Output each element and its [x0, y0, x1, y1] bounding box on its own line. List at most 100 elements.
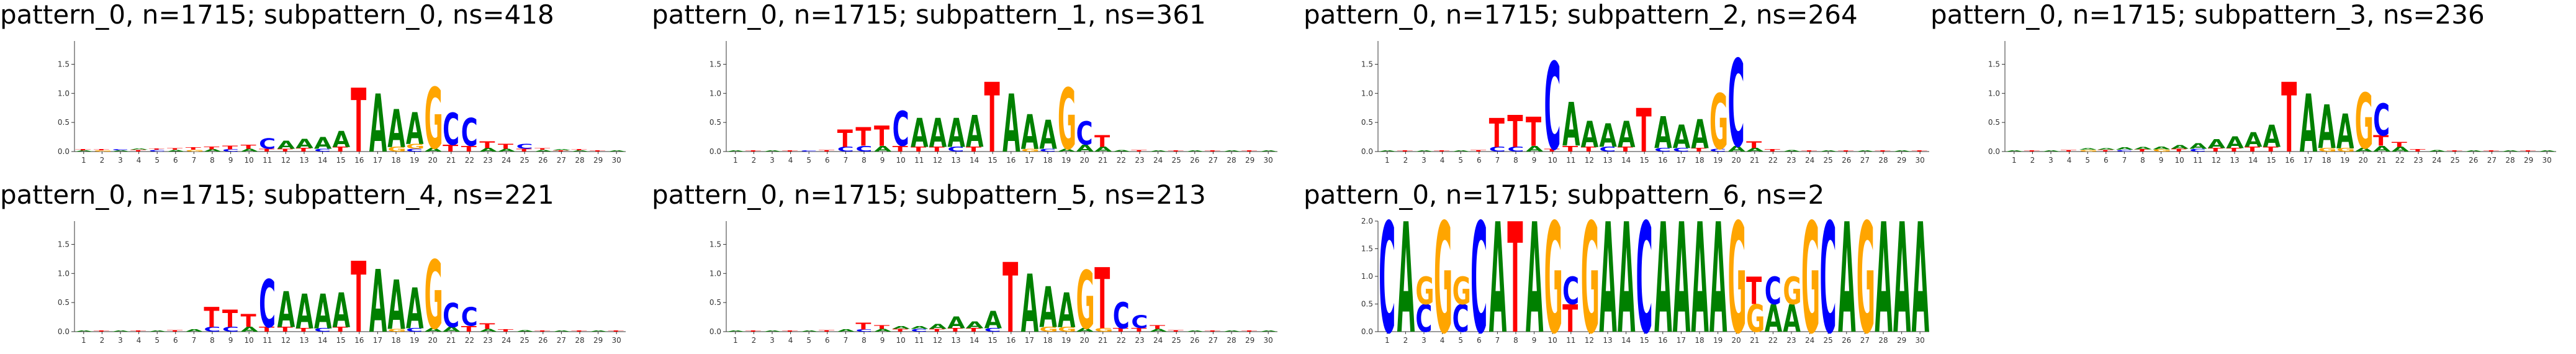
- logo-letter-C: C: [2116, 150, 2133, 152]
- x-tick-label: 22: [465, 336, 474, 345]
- logo-letter-T: T: [1131, 327, 1146, 333]
- logo-letter-A: A: [727, 150, 745, 152]
- x-tick-label: 16: [2285, 156, 2294, 165]
- logo-letter-T: T: [277, 148, 293, 153]
- logo-letter-A: A: [1415, 150, 1434, 152]
- logo-letter-T: T: [984, 63, 1000, 168]
- logo-letter-A: A: [425, 147, 443, 153]
- logo-letter-A: A: [1113, 150, 1132, 152]
- x-tick-label: 17: [2304, 156, 2313, 165]
- logo-letter-C: C: [1765, 269, 1781, 313]
- logo-letter-C: C: [855, 144, 872, 153]
- x-tick-label: 19: [1061, 156, 1071, 165]
- logo-letter-G: G: [425, 241, 443, 348]
- y-tick-label: 1.5: [709, 60, 721, 68]
- x-tick-label: 10: [896, 336, 906, 345]
- logo-letter-T: T: [855, 123, 871, 152]
- logo-letter-A: A: [241, 326, 259, 334]
- logo-letter-T: T: [1094, 133, 1110, 151]
- logo-letter-T: T: [1131, 150, 1146, 152]
- logo-letter-G: G: [186, 150, 204, 152]
- logo-letter-A: A: [966, 107, 984, 158]
- logo-letter-A: A: [2318, 93, 2336, 163]
- x-tick-label: 2: [1403, 156, 1408, 165]
- logo-letter-A: A: [1223, 150, 1241, 152]
- x-tick-label: 28: [1878, 336, 1888, 345]
- x-tick-label: 7: [844, 336, 849, 345]
- x-tick-label: 20: [428, 336, 438, 345]
- logo-letter-A: A: [1765, 296, 1783, 340]
- x-tick-label: 15: [988, 156, 998, 165]
- logo-letter-C: C: [314, 327, 331, 333]
- logo-letter-T: T: [1241, 150, 1257, 152]
- x-tick-label: 29: [1897, 336, 1906, 345]
- y-tick-label: 1.0: [1988, 89, 2000, 98]
- y-tick-label: 1.5: [1361, 245, 1373, 253]
- x-tick-label: 9: [1532, 156, 1537, 165]
- x-tick-label: 1: [733, 156, 738, 165]
- x-tick-label: 27: [557, 336, 566, 345]
- x-tick-label: 13: [951, 156, 960, 165]
- logo-letter-T: T: [2373, 133, 2389, 150]
- logo-letter-C: C: [314, 148, 331, 153]
- x-tick-label: 26: [1842, 336, 1851, 345]
- y-tick-label: 0.5: [1361, 118, 1373, 127]
- logo-letter-C: C: [984, 327, 1001, 333]
- logo-letter-T: T: [745, 150, 761, 152]
- logo-letter-A: A: [1912, 217, 1929, 348]
- x-tick-label: 2: [752, 336, 757, 345]
- x-tick-label: 28: [1878, 156, 1888, 165]
- logo-letter-T: T: [1691, 147, 1706, 153]
- y-tick-label: 0.5: [58, 118, 70, 127]
- x-tick-label: 30: [2542, 156, 2552, 165]
- logo-letter-T: T: [966, 146, 982, 153]
- logo-letter-C: C: [1415, 296, 1432, 340]
- logo-letter-A: A: [727, 330, 745, 332]
- logo-letter-A: A: [1223, 330, 1241, 332]
- logo-letter-T: T: [2484, 150, 2499, 152]
- y-tick-label: 1.5: [1361, 60, 1373, 68]
- logo-letter-T: T: [241, 143, 257, 150]
- logo-letter-G: G: [1452, 269, 1471, 313]
- x-tick-label: 28: [1227, 156, 1236, 165]
- logo-letter-C: C: [1562, 269, 1579, 313]
- logo-letter-C: C: [1131, 312, 1148, 333]
- logo-letter-A: A: [1526, 217, 1543, 348]
- logo-letter-T: T: [819, 330, 834, 332]
- x-tick-label: 10: [896, 156, 906, 165]
- x-tick-label: 16: [1658, 336, 1667, 345]
- x-tick-label: 30: [1264, 336, 1273, 345]
- logo-letter-T: T: [571, 330, 587, 332]
- x-tick-label: 12: [933, 336, 942, 345]
- x-tick-label: 5: [155, 156, 160, 165]
- x-tick-label: 21: [1098, 156, 1107, 165]
- logo-letter-A: A: [2392, 146, 2410, 153]
- logo-letter-T: T: [333, 146, 349, 153]
- logo-letter-T: T: [1838, 150, 1853, 152]
- x-tick-label: 19: [2340, 156, 2349, 165]
- x-tick-label: 25: [1172, 156, 1181, 165]
- x-tick-label: 30: [1916, 156, 1925, 165]
- logo-letter-T: T: [929, 146, 945, 153]
- logo-letter-C: C: [893, 102, 909, 157]
- panel-title: pattern_0, n=1715; subpattern_1, ns=361: [652, 0, 1206, 30]
- logo-letter-A: A: [1673, 217, 1690, 348]
- x-tick-label: 7: [1495, 336, 1500, 345]
- logo-letter-A: A: [241, 148, 259, 153]
- y-tick-label: 0.5: [1361, 300, 1373, 309]
- logo-letter-T: T: [874, 324, 889, 330]
- x-tick-label: 27: [1860, 336, 1870, 345]
- logo-letter-T: T: [966, 327, 981, 333]
- x-tick-label: 3: [118, 336, 123, 345]
- x-tick-label: 14: [970, 156, 979, 165]
- logo-letter-C: C: [204, 326, 220, 334]
- logo-letter-T: T: [351, 71, 366, 168]
- x-tick-label: 29: [593, 156, 603, 165]
- y-tick-label: 1.5: [1988, 60, 2000, 68]
- logo-letter-C: C: [461, 303, 478, 332]
- logo-letter-T: T: [1241, 330, 1257, 332]
- x-tick-label: 16: [354, 336, 364, 345]
- x-tick-label: 30: [1264, 156, 1273, 165]
- x-tick-label: 10: [1548, 156, 1557, 165]
- logo-letter-T: T: [1544, 148, 1560, 153]
